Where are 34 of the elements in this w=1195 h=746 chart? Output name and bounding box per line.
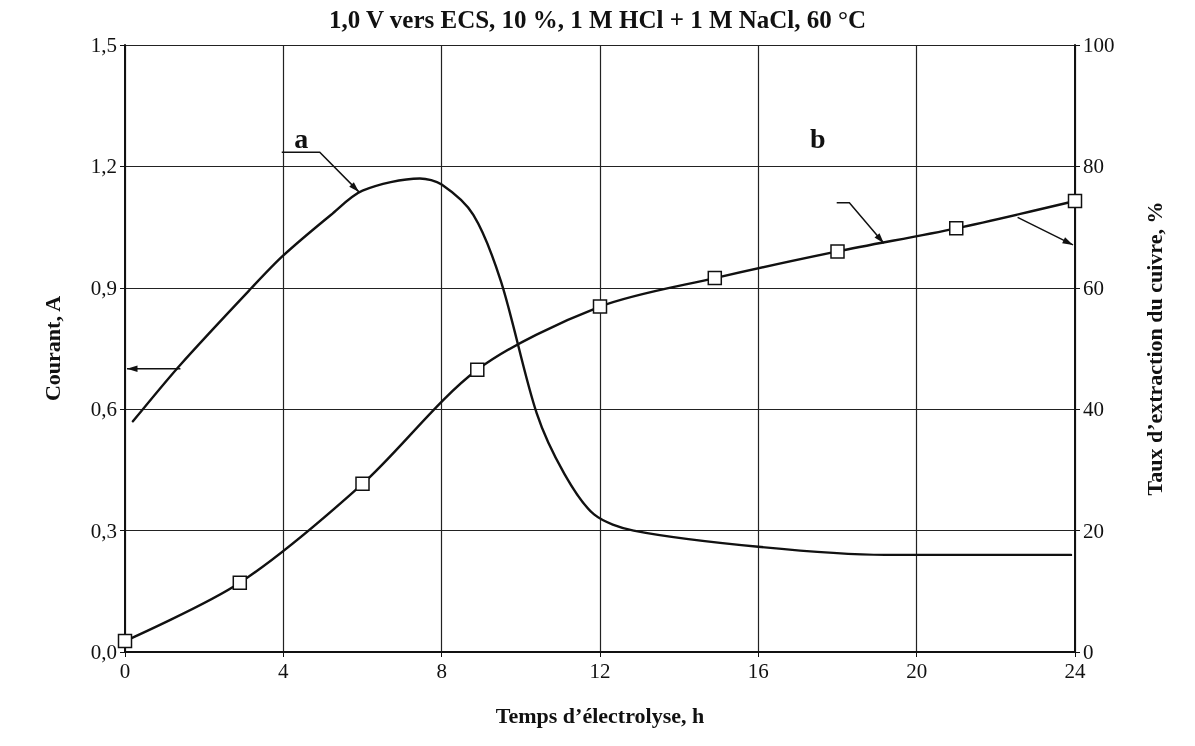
point bbox=[830, 244, 845, 259]
y-tick-label: 0,0 bbox=[90, 640, 117, 664]
y2-tick-label: 0 bbox=[1083, 640, 1094, 664]
y-tick-label: 1,5 bbox=[90, 33, 117, 57]
point bbox=[707, 270, 723, 286]
y-tick-label: 0,6 bbox=[90, 397, 117, 422]
x-tick-label: 4 bbox=[278, 658, 290, 683]
x-tick-label: 8 bbox=[436, 658, 447, 683]
x-tick-label: 16 bbox=[747, 658, 769, 683]
y-tick-label: 0,3 bbox=[90, 518, 117, 543]
y-axis-title: Courant, A bbox=[39, 295, 65, 402]
chart-title: 1,0 V vers ECS, 10 %, 1 M HCl + 1 M NaCl, 60 °C bbox=[328, 6, 867, 33]
y2-tick-label: 80 bbox=[1083, 154, 1104, 179]
y2-tick-label: 40 bbox=[1083, 397, 1104, 422]
y2-tick-label: 60 bbox=[1083, 275, 1104, 300]
x-tick-label: 12 bbox=[589, 658, 611, 683]
y2-axis-title: Taux d’extraction du cuivre, % bbox=[1141, 201, 1167, 496]
y-tick-label: 0,9 bbox=[90, 275, 117, 300]
point bbox=[232, 575, 248, 591]
y2-tick-label: 20 bbox=[1083, 518, 1104, 543]
annotation: b bbox=[809, 122, 826, 154]
point bbox=[355, 476, 370, 492]
x-tick-label: 0 bbox=[119, 658, 131, 683]
point bbox=[470, 362, 485, 377]
point bbox=[949, 221, 964, 236]
y2-tick-label: 100 bbox=[1083, 33, 1115, 57]
annotation: a bbox=[294, 122, 309, 154]
x-axis-title: Temps d’électrolyse, h bbox=[495, 702, 705, 728]
x-tick-label: 20 bbox=[906, 658, 928, 683]
point bbox=[592, 299, 608, 314]
y-tick-label: 1,2 bbox=[90, 154, 117, 179]
x-tick-label: 24 bbox=[1064, 658, 1086, 683]
point bbox=[117, 633, 133, 649]
point bbox=[1067, 193, 1083, 209]
